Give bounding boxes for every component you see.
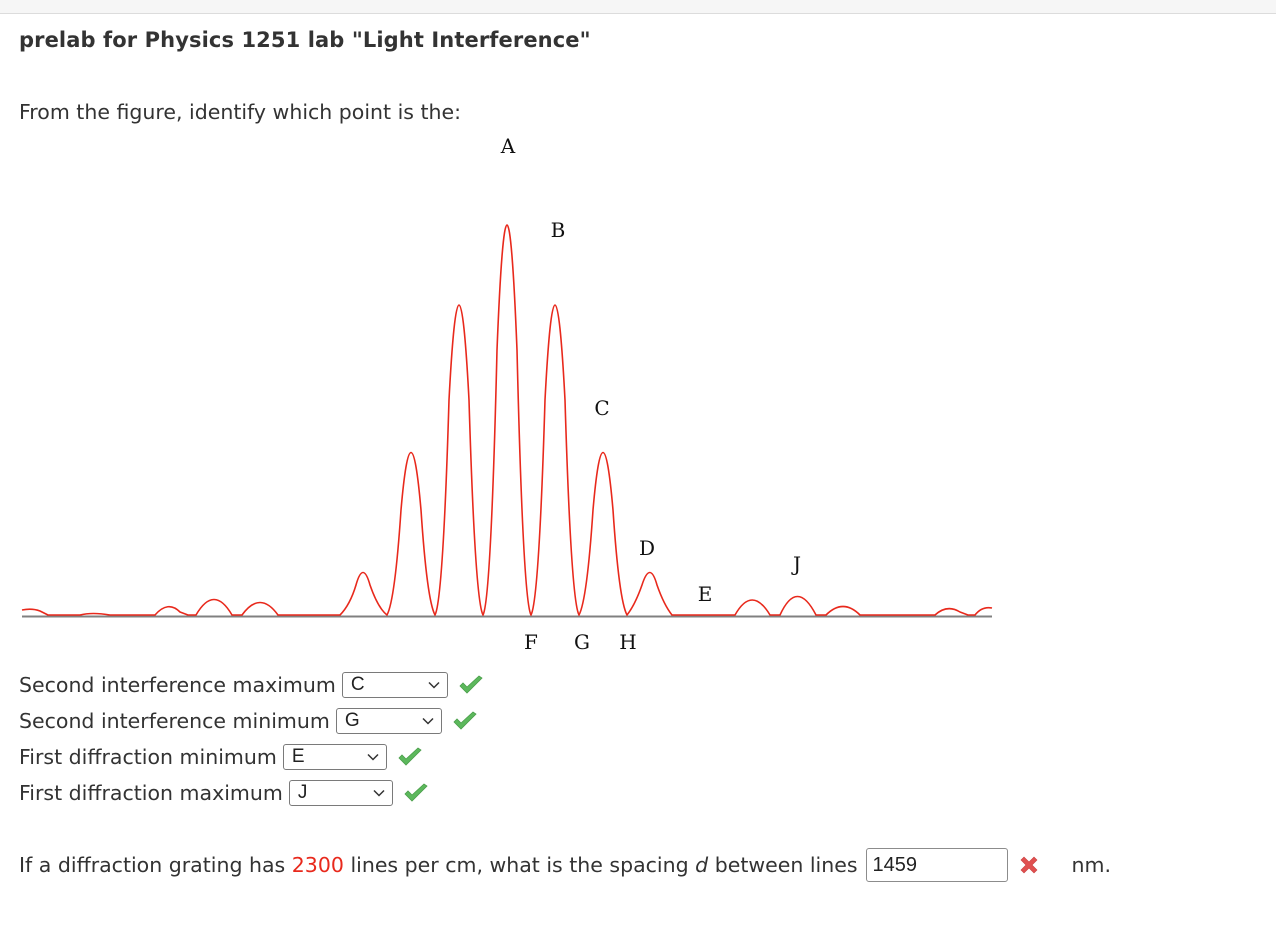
point-label-j: J bbox=[792, 552, 802, 576]
selected-value: G bbox=[344, 710, 360, 731]
chevron-down-icon bbox=[373, 789, 385, 797]
answer-select-second-interference-min[interactable]: G bbox=[335, 708, 442, 734]
selected-value: E bbox=[291, 746, 305, 767]
question-text-middle: lines per cm, what is the spacing bbox=[343, 853, 696, 877]
correct-checkmark-icon bbox=[459, 675, 483, 694]
chevron-down-icon bbox=[428, 681, 440, 689]
point-label-g: G bbox=[574, 630, 590, 654]
point-label-f: F bbox=[524, 630, 538, 654]
page-title: prelab for Physics 1251 lab "Light Inter… bbox=[19, 28, 591, 52]
row-label: First diffraction minimum bbox=[19, 745, 277, 769]
selected-value: C bbox=[350, 674, 365, 695]
variable-d: d bbox=[695, 853, 709, 877]
question-text-after: between lines bbox=[708, 853, 858, 877]
unit-label: nm. bbox=[1071, 853, 1112, 877]
intensity-pattern-graph bbox=[21, 224, 993, 618]
correct-checkmark-icon bbox=[398, 747, 422, 766]
answer-select-second-interference-max[interactable]: C bbox=[341, 672, 448, 698]
top-toolbar-strip bbox=[0, 0, 1276, 14]
chevron-down-icon bbox=[422, 717, 434, 725]
question-row-second-interference-min: Second interference minimum G bbox=[19, 707, 478, 735]
question-prompt: From the figure, identify which point is… bbox=[19, 100, 462, 124]
point-label-a: A bbox=[500, 134, 516, 158]
point-label-c: C bbox=[594, 396, 610, 420]
point-label-e: E bbox=[697, 582, 713, 606]
answer-select-first-diffraction-min[interactable]: E bbox=[282, 744, 387, 770]
point-label-h: H bbox=[619, 630, 637, 654]
intensity-curve bbox=[21, 224, 993, 616]
question-text-before: If a diffraction grating has bbox=[19, 853, 292, 877]
correct-checkmark-icon bbox=[404, 783, 428, 802]
interference-figure: A B C D E J F G H bbox=[0, 130, 1010, 660]
lines-per-cm-value: 2300 bbox=[291, 853, 344, 877]
point-label-b: B bbox=[550, 218, 566, 242]
spacing-answer-input[interactable]: 1459 bbox=[865, 848, 1008, 882]
correct-checkmark-icon bbox=[453, 711, 477, 730]
selected-value: J bbox=[297, 782, 308, 803]
row-label: Second interference maximum bbox=[19, 673, 336, 697]
grating-question: If a diffraction grating has 2300 lines … bbox=[19, 847, 1111, 883]
incorrect-x-icon bbox=[1020, 856, 1037, 874]
point-label-d: D bbox=[638, 536, 656, 560]
row-label: Second interference minimum bbox=[19, 709, 330, 733]
row-label: First diffraction maximum bbox=[19, 781, 283, 805]
input-value: 1459 bbox=[872, 853, 918, 876]
answer-select-first-diffraction-max[interactable]: J bbox=[288, 780, 393, 806]
question-row-first-diffraction-min: First diffraction minimum E bbox=[19, 743, 423, 771]
question-row-first-diffraction-max: First diffraction maximum J bbox=[19, 779, 429, 807]
question-row-second-interference-max: Second interference maximum C bbox=[19, 671, 484, 699]
chevron-down-icon bbox=[367, 753, 379, 761]
